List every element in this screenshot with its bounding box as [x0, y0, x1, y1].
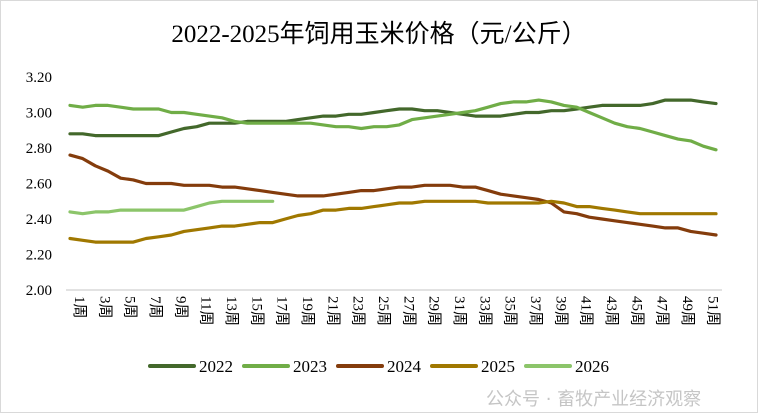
legend-label-2024: 2024 — [387, 357, 422, 376]
x-tick-label: 29周 — [426, 296, 443, 326]
x-tick-label: 21周 — [324, 296, 341, 326]
x-tick-label: 47周 — [654, 296, 671, 326]
x-tick-label: 13周 — [223, 296, 240, 326]
legend-label-2022: 2022 — [199, 357, 233, 376]
y-tick-label: 3.20 — [26, 70, 52, 86]
x-tick-label: 7周 — [147, 296, 164, 319]
x-tick-label: 23周 — [350, 296, 367, 326]
y-tick-label: 2.80 — [26, 141, 52, 157]
chart-title: 2022-2025年饲用玉米价格（元/公斤） — [171, 21, 587, 48]
watermark: 公众号 · 畜牧产业经济观察 — [486, 389, 702, 410]
y-tick-label: 3.00 — [26, 106, 52, 122]
x-tick-label: 49周 — [679, 296, 696, 326]
y-tick-label: 2.40 — [26, 212, 52, 228]
x-tick-label: 1周 — [71, 296, 88, 319]
x-tick-label: 3周 — [96, 296, 113, 319]
x-tick-label: 33周 — [476, 296, 493, 326]
legend-label-2025: 2025 — [481, 357, 515, 376]
series-line-2024 — [68, 153, 718, 237]
x-tick-label: 27周 — [400, 296, 417, 326]
x-tick-label: 41周 — [578, 296, 595, 326]
x-tick-label: 5周 — [122, 296, 139, 319]
x-tick-label: 51周 — [704, 296, 721, 326]
series-line-2023 — [68, 98, 718, 152]
x-tick-label: 15周 — [248, 296, 265, 326]
x-tick-label: 43周 — [603, 296, 620, 326]
x-tick-label: 39周 — [552, 296, 569, 326]
series-line-2022 — [68, 98, 718, 138]
series-line-2026 — [68, 199, 275, 216]
legend-label-2026: 2026 — [575, 357, 609, 376]
x-tick-label: 31周 — [451, 296, 468, 326]
y-tick-label: 2.00 — [26, 283, 52, 299]
x-tick-label: 9周 — [172, 296, 189, 319]
y-tick-label: 2.60 — [26, 177, 52, 193]
x-tick-label: 25周 — [375, 296, 392, 326]
x-tick-label: 35周 — [502, 296, 519, 326]
series-line-2025 — [68, 199, 718, 244]
y-tick-label: 2.20 — [26, 248, 52, 264]
legend-label-2023: 2023 — [293, 357, 327, 376]
x-tick-label: 37周 — [527, 296, 544, 326]
x-tick-label: 45周 — [628, 296, 645, 326]
x-tick-label: 19周 — [299, 296, 316, 326]
x-tick-label: 17周 — [274, 296, 291, 326]
x-tick-label: 11周 — [198, 296, 215, 325]
